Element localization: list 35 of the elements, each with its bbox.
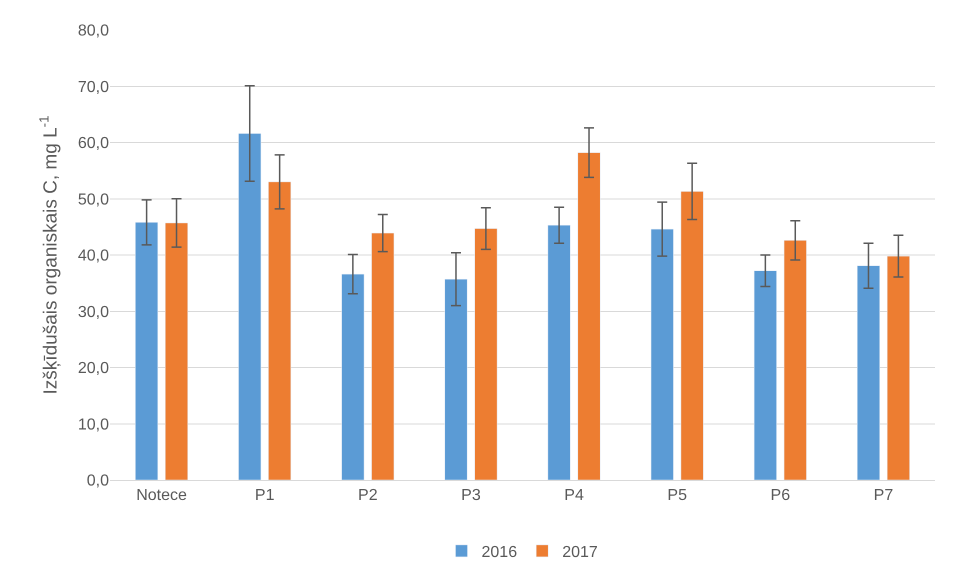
y-tick-label: 70,0 bbox=[78, 78, 110, 96]
y-tick-label: 10,0 bbox=[78, 416, 110, 434]
x-tick-label: P4 bbox=[564, 487, 584, 504]
bar bbox=[444, 278, 468, 480]
bar bbox=[754, 270, 777, 480]
x-tick-label: P6 bbox=[770, 487, 790, 504]
bar bbox=[238, 133, 262, 480]
bar bbox=[548, 224, 571, 480]
y-tick-label: 50,0 bbox=[78, 191, 110, 208]
bar bbox=[165, 222, 188, 480]
x-tick-label: P1 bbox=[254, 487, 275, 504]
bar bbox=[857, 265, 880, 480]
x-tick-label: P2 bbox=[358, 487, 378, 504]
y-tick-label: 0,0 bbox=[86, 472, 110, 490]
y-tick-label: 30,0 bbox=[78, 304, 110, 321]
x-tick-label: P7 bbox=[874, 487, 894, 504]
bar bbox=[886, 256, 910, 480]
bar bbox=[135, 222, 158, 480]
y-tick-label: 20,0 bbox=[78, 360, 110, 378]
bar bbox=[578, 152, 600, 480]
y-tick-label: 60,0 bbox=[78, 135, 110, 152]
bar bbox=[474, 228, 498, 480]
bar bbox=[341, 274, 364, 480]
x-tick-label: P3 bbox=[461, 487, 481, 504]
bar bbox=[650, 228, 674, 480]
x-tick-label: Notece bbox=[136, 487, 188, 504]
legend-label: 2017 bbox=[562, 544, 598, 562]
y-tick-label: 40,0 bbox=[78, 248, 110, 265]
legend-label: 2016 bbox=[482, 544, 518, 562]
x-tick-label: P5 bbox=[667, 487, 688, 504]
bar bbox=[784, 240, 807, 480]
bar bbox=[268, 182, 292, 480]
y-tick-label: 80,0 bbox=[78, 22, 110, 40]
bar bbox=[371, 232, 394, 480]
bar bbox=[680, 191, 704, 480]
